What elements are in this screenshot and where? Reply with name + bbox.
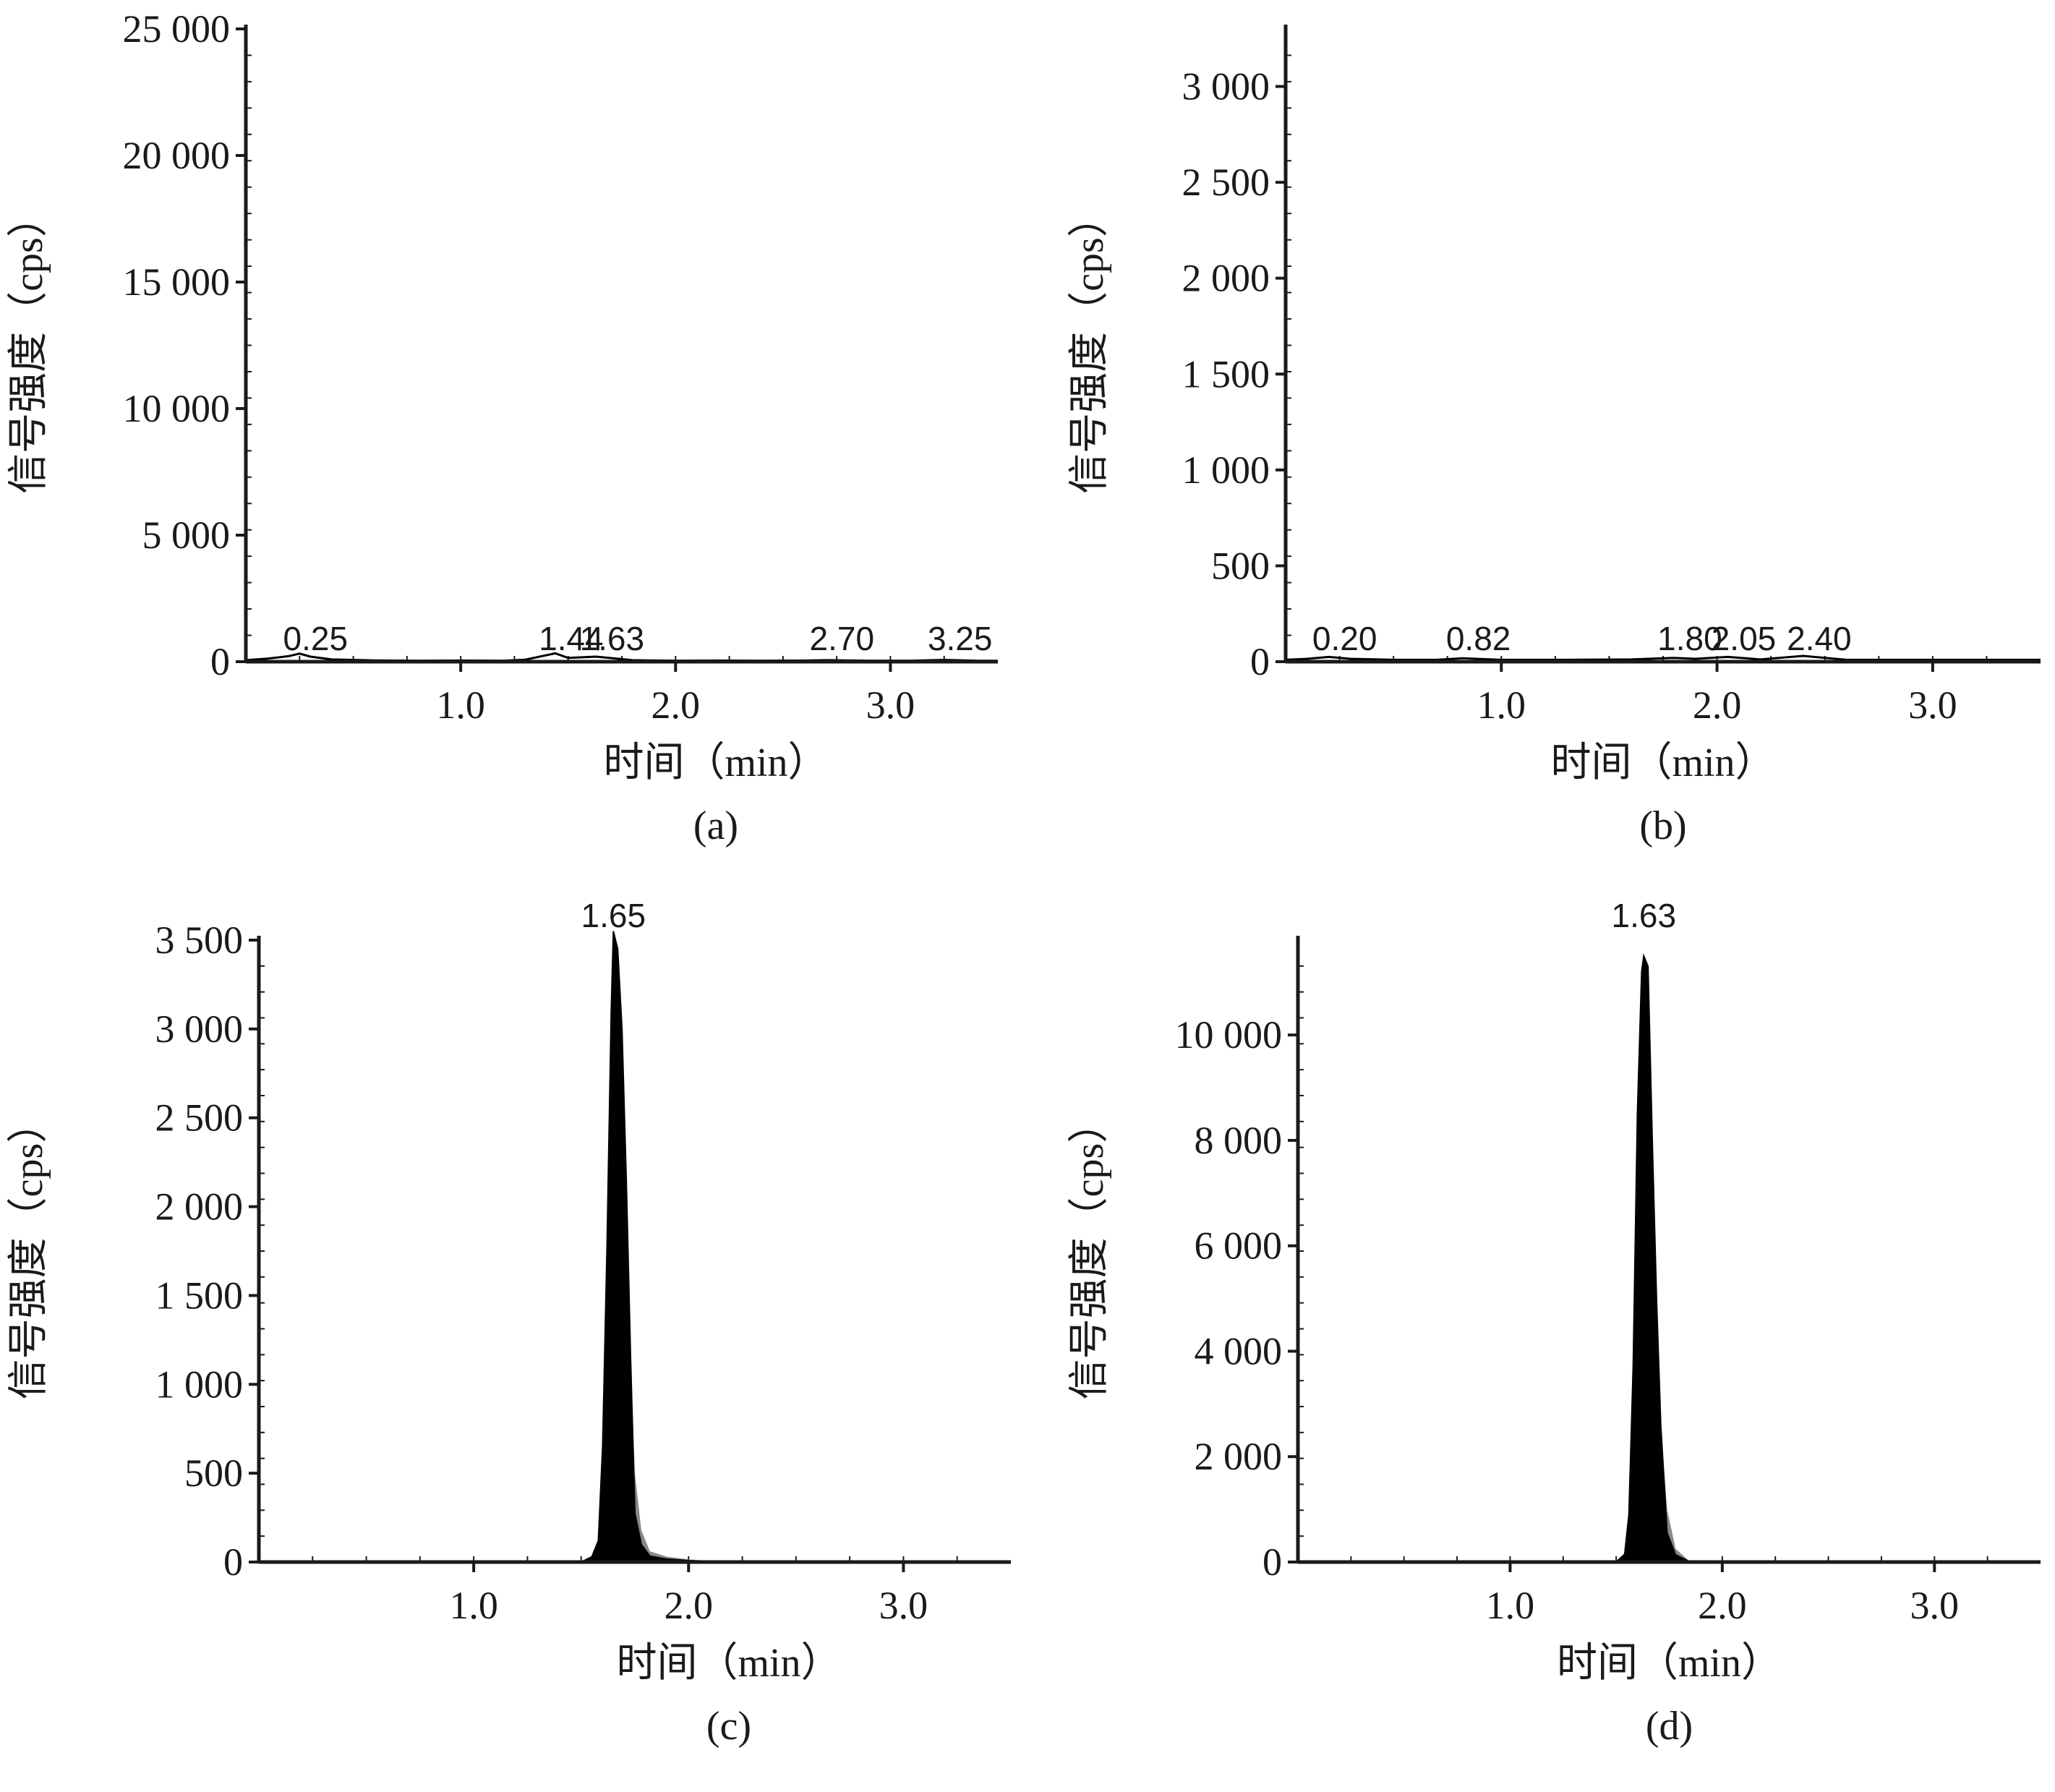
chart-d-x-tick-label: 2.0 — [1698, 1584, 1747, 1627]
chart-b-y-tick-label: 2 000 — [1182, 257, 1270, 300]
chart-b-x-tick-label: 2.0 — [1693, 683, 1742, 727]
chart-panel-a: 0 5 000 10 000 15 000 20 000 25 000 1.0 2.0 3.0 0… — [7, 7, 999, 848]
chart-b-peak-label: 1.80 — [1657, 620, 1722, 657]
chart-d-peak-label: 1.63 — [1612, 897, 1677, 934]
chart-b-baseline-trace — [1285, 654, 2041, 661]
chart-b-y-axis-title: 信号强度（cps） — [1067, 197, 1112, 494]
chart-a-x-tick-label: 1.0 — [436, 683, 485, 727]
chart-c-y-tick-label: 3 500 — [155, 918, 244, 962]
chart-d-peak-area — [1298, 952, 2041, 1563]
chart-c-y-tick-label: 0 — [223, 1540, 243, 1584]
chart-c-y-tick-label: 2 000 — [155, 1185, 244, 1229]
chart-d-y-tick-label: 4 000 — [1195, 1329, 1283, 1373]
chart-d-panel-caption: (d) — [1646, 1704, 1693, 1749]
chart-a-x-axis-title: 时间（min） — [603, 741, 828, 785]
chart-panel-c: 0 500 1 000 1 500 2 000 2 500 3 000 3 500 1.0 2.0… — [7, 897, 1011, 1749]
chart-c-y-tick-label: 1 000 — [155, 1362, 244, 1406]
chart-c-y-tick-label: 3 000 — [155, 1007, 244, 1051]
chart-a-panel-caption: (a) — [693, 803, 738, 848]
chart-d-x-tick-label: 1.0 — [1486, 1584, 1535, 1627]
chart-a-y-tick-label: 5 000 — [142, 513, 231, 557]
chart-b-x-tick-label: 3.0 — [1908, 683, 1957, 727]
chart-b-x-axis-title: 时间（min） — [1550, 741, 1775, 785]
chart-b-y-tick-label: 0 — [1250, 640, 1270, 683]
chart-d-y-tick-label: 8 000 — [1195, 1119, 1283, 1162]
chart-b-peak-label: 2.40 — [1787, 620, 1852, 657]
chart-panel-d: 0 2 000 4 000 6 000 8 000 10 000 1.0 2.0 3.0 1.63… — [1067, 897, 2041, 1749]
chart-a-y-tick-label: 25 000 — [123, 7, 231, 51]
chart-a-peak-label: 1.44 — [539, 620, 604, 657]
chart-a-y-tick-label: 20 000 — [123, 134, 231, 177]
chart-a-peak-label: 1.63 — [580, 620, 645, 657]
chart-b-y-tick-label: 3 000 — [1182, 65, 1270, 108]
chart-a-x-tick-label: 3.0 — [866, 683, 915, 727]
chart-c-x-tick-label: 1.0 — [449, 1584, 498, 1627]
chart-c-x-axis-title: 时间（min） — [616, 1641, 841, 1686]
chart-c-y-tick-label: 1 500 — [155, 1273, 244, 1317]
chart-d-x-tick-label: 3.0 — [1910, 1584, 1960, 1627]
chart-c-y-tick-label: 2 500 — [155, 1096, 244, 1140]
chart-c-panel-caption: (c) — [706, 1704, 751, 1749]
chart-d-y-tick-label: 10 000 — [1175, 1013, 1283, 1057]
chart-b-y-tick-label: 500 — [1211, 544, 1270, 587]
chart-b-peak-label: 0.20 — [1312, 620, 1377, 657]
chart-d-peak-tail — [1298, 955, 2041, 1562]
chart-a-y-axis-title: 信号强度（cps） — [7, 197, 51, 494]
chart-a-y-tick-label: 0 — [210, 640, 230, 683]
chart-a-y-tick-label: 15 000 — [123, 260, 231, 304]
chart-a-x-tick-label: 2.0 — [651, 683, 701, 727]
chart-a-y-tick-label: 10 000 — [123, 387, 231, 430]
chart-a-peak-label: 0.25 — [283, 620, 349, 657]
chart-a-peak-label: 2.70 — [810, 620, 875, 657]
chart-d-y-tick-label: 2 000 — [1195, 1435, 1283, 1478]
chart-panel-b: 0 500 1 000 1 500 2 000 2 500 3 000 1.0 2.0 3.0 0.… — [1067, 25, 2041, 848]
chart-c-peak-area — [259, 931, 1011, 1563]
chart-c-y-tick-label: 500 — [184, 1451, 243, 1495]
chart-b-y-tick-label: 2 500 — [1182, 161, 1270, 204]
chart-b-peak-label: 2.05 — [1712, 620, 1777, 657]
chart-c-x-tick-label: 2.0 — [665, 1584, 714, 1627]
chart-d-y-axis-title: 信号强度（cps） — [1067, 1103, 1112, 1400]
chart-b-y-tick-label: 1 000 — [1182, 448, 1270, 492]
chart-d-x-axis-title: 时间（min） — [1557, 1641, 1782, 1686]
chart-b-x-tick-label: 1.0 — [1477, 683, 1526, 727]
chart-c-y-axis-title: 信号强度（cps） — [7, 1103, 51, 1400]
chart-b-panel-caption: (b) — [1639, 803, 1686, 848]
chart-d-y-tick-label: 6 000 — [1195, 1224, 1283, 1268]
chart-c-peak-label: 1.65 — [581, 897, 646, 934]
chart-d-y-tick-label: 0 — [1263, 1540, 1282, 1584]
chart-a-peak-label: 3.25 — [928, 620, 993, 657]
chart-b-peak-label: 0.82 — [1446, 620, 1511, 657]
chart-c-x-tick-label: 3.0 — [879, 1584, 928, 1627]
chart-c-peak-tail — [259, 931, 1011, 1562]
chart-b-y-tick-label: 1 500 — [1182, 352, 1270, 396]
